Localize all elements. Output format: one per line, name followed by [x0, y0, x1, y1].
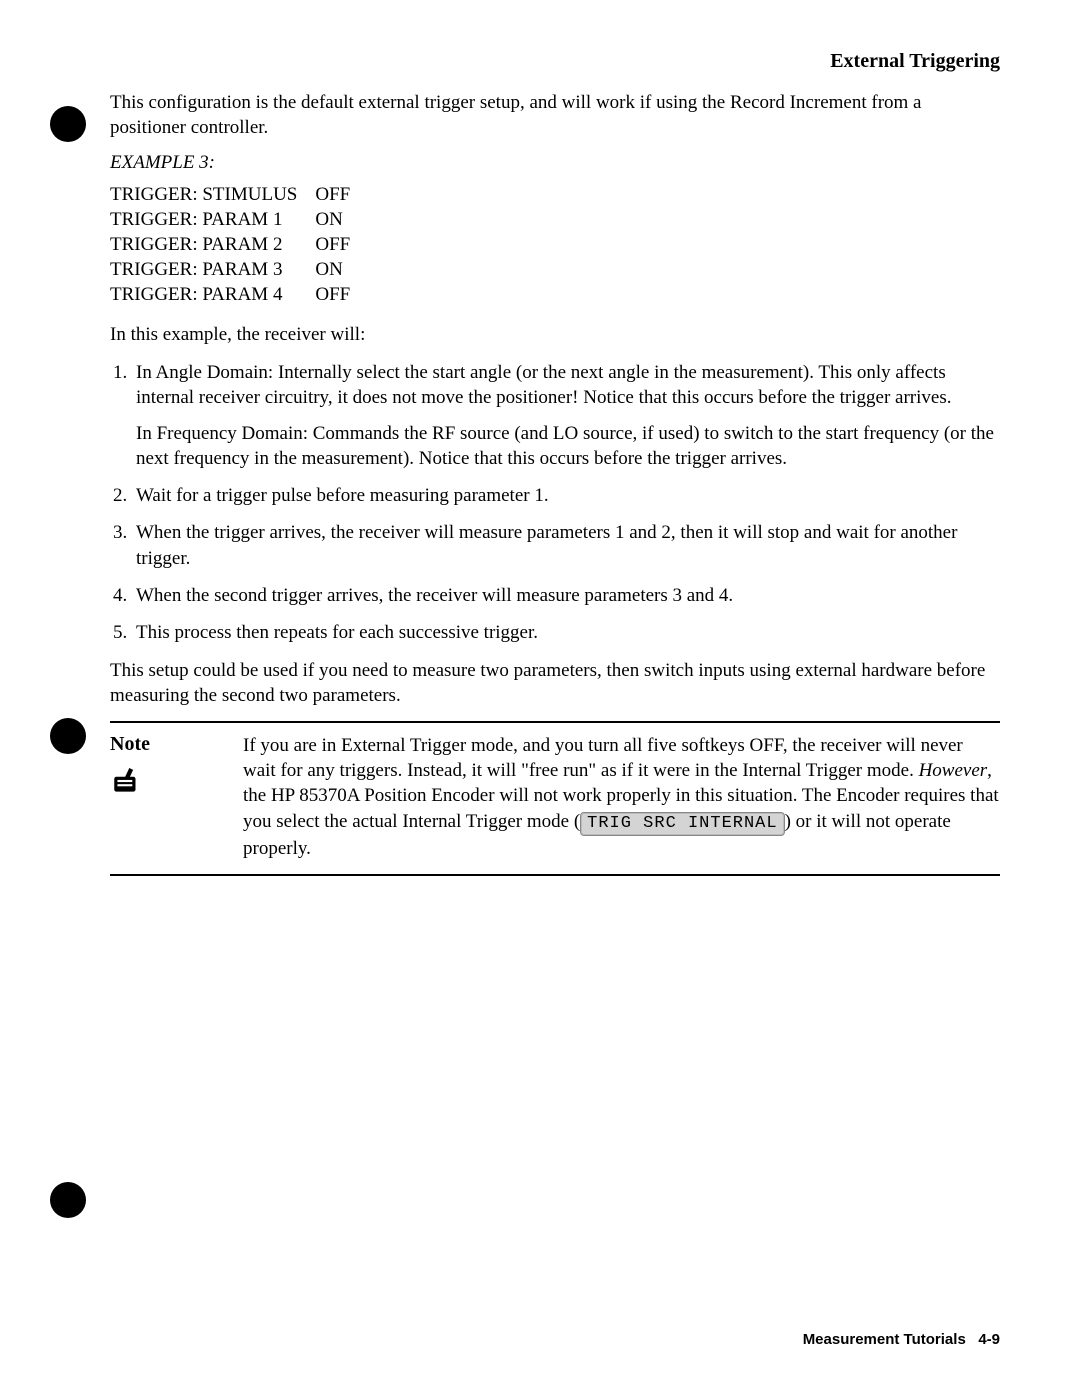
list-item: This process then repeats for each succe…	[132, 620, 1000, 645]
bullet-hole-icon	[50, 1182, 86, 1218]
list-item: When the trigger arrives, the receiver w…	[132, 520, 1000, 571]
softkey-label: TRIG SRC INTERNAL	[580, 812, 784, 837]
footer-page-number: 4-9	[978, 1331, 1000, 1348]
footer-section: Measurement Tutorials	[803, 1331, 966, 1348]
intro-paragraph: This configuration is the default extern…	[110, 91, 1000, 140]
trigger-value: ON	[315, 259, 368, 284]
trigger-label: TRIGGER: PARAM 1	[110, 209, 315, 234]
table-row: TRIGGER: PARAM 2OFF	[110, 234, 368, 259]
note-text-part: If you are in External Trigger mode, and…	[243, 735, 963, 781]
trigger-settings-table: TRIGGER: STIMULUSOFF TRIGGER: PARAM 1ON …	[110, 184, 368, 309]
table-row: TRIGGER: STIMULUSOFF	[110, 184, 368, 209]
list-item: When the second trigger arrives, the rec…	[132, 583, 1000, 608]
table-row: TRIGGER: PARAM 1ON	[110, 209, 368, 234]
trigger-value: OFF	[315, 184, 368, 209]
step-text: When the second trigger arrives, the rec…	[136, 585, 733, 606]
table-row: TRIGGER: PARAM 3ON	[110, 259, 368, 284]
note-block: Note If you are in External Trigger mode…	[110, 721, 1000, 876]
step-text: Wait for a trigger pulse before measurin…	[136, 485, 549, 506]
step-text: This process then repeats for each succe…	[136, 622, 538, 643]
closing-paragraph: This setup could be used if you need to …	[110, 659, 1000, 708]
table-row: TRIGGER: PARAM 4OFF	[110, 284, 368, 309]
pencil-note-icon	[110, 782, 144, 803]
page-footer: Measurement Tutorials 4-9	[803, 1331, 1000, 1348]
note-body: If you are in External Trigger mode, and…	[243, 733, 1000, 862]
trigger-value: ON	[315, 209, 368, 234]
example-label: EXAMPLE 3:	[110, 152, 1000, 174]
trigger-label: TRIGGER: PARAM 3	[110, 259, 315, 284]
note-italic-word: However	[919, 760, 988, 781]
page-header-title: External Triggering	[110, 50, 1000, 73]
step-text: In Angle Domain: Internally select the s…	[136, 362, 951, 408]
step-sub-paragraph: In Frequency Domain: Commands the RF sou…	[136, 421, 1000, 472]
trigger-label: TRIGGER: PARAM 4	[110, 284, 315, 309]
step-text: When the trigger arrives, the receiver w…	[136, 522, 957, 568]
trigger-value: OFF	[315, 234, 368, 259]
steps-list: In Angle Domain: Internally select the s…	[110, 360, 1000, 645]
list-item: Wait for a trigger pulse before measurin…	[132, 483, 1000, 508]
trigger-value: OFF	[315, 284, 368, 309]
trigger-label: TRIGGER: STIMULUS	[110, 184, 315, 209]
lead-in-text: In this example, the receiver will:	[110, 323, 1000, 348]
trigger-label: TRIGGER: PARAM 2	[110, 234, 315, 259]
note-label: Note	[110, 733, 205, 756]
list-item: In Angle Domain: Internally select the s…	[132, 360, 1000, 471]
